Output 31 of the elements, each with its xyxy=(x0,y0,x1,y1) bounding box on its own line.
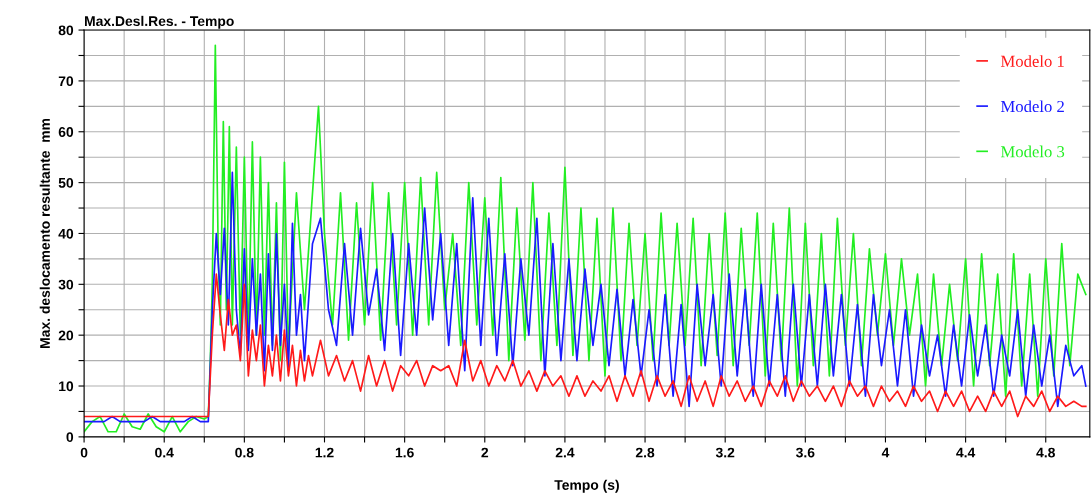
y-tick-label: 60 xyxy=(58,127,74,137)
y-tick-label: 10 xyxy=(59,381,74,392)
line-series xyxy=(84,44,1087,433)
legend-label: Modelo 3 xyxy=(1000,145,1065,158)
line-series xyxy=(84,273,1087,418)
x-axis-title: Tempo (s) xyxy=(554,479,619,493)
legend-label: Modelo 2 xyxy=(1000,100,1064,113)
y-axis-title: Max. deslocamento resultante mm xyxy=(39,118,50,348)
y-tick-label: 0 xyxy=(66,432,74,443)
x-tick-label: 4 xyxy=(881,447,890,458)
x-tick-label: 2 xyxy=(481,447,489,458)
y-tick-label: 20 xyxy=(58,330,74,341)
chart-title: Max.Desl.Res. - Tempo xyxy=(85,15,234,29)
x-tick-label: 0.4 xyxy=(155,447,174,458)
x-tick-label: 1.6 xyxy=(395,447,414,458)
y-tick-label: 40 xyxy=(58,228,74,239)
x-tick-label: 1.2 xyxy=(315,447,334,458)
y-tick-label: 70 xyxy=(58,76,74,87)
x-tick-label: 4.4 xyxy=(956,447,976,458)
x-tick-label: 3.2 xyxy=(715,447,735,458)
x-tick-label: 0.8 xyxy=(235,447,254,458)
x-tick-label: 0 xyxy=(80,447,88,458)
y-tick-label: 50 xyxy=(58,177,74,188)
y-tick-label: 30 xyxy=(58,279,74,290)
legend-label: Modelo 1 xyxy=(1000,55,1064,67)
x-tick-label: 2.4 xyxy=(555,447,575,458)
x-tick-label: 4.8 xyxy=(1036,447,1055,458)
x-tick-label: 2.8 xyxy=(635,447,655,458)
y-tick-label: 80 xyxy=(58,25,74,36)
line-series xyxy=(84,171,1087,423)
x-tick-label: 3.6 xyxy=(795,447,815,458)
